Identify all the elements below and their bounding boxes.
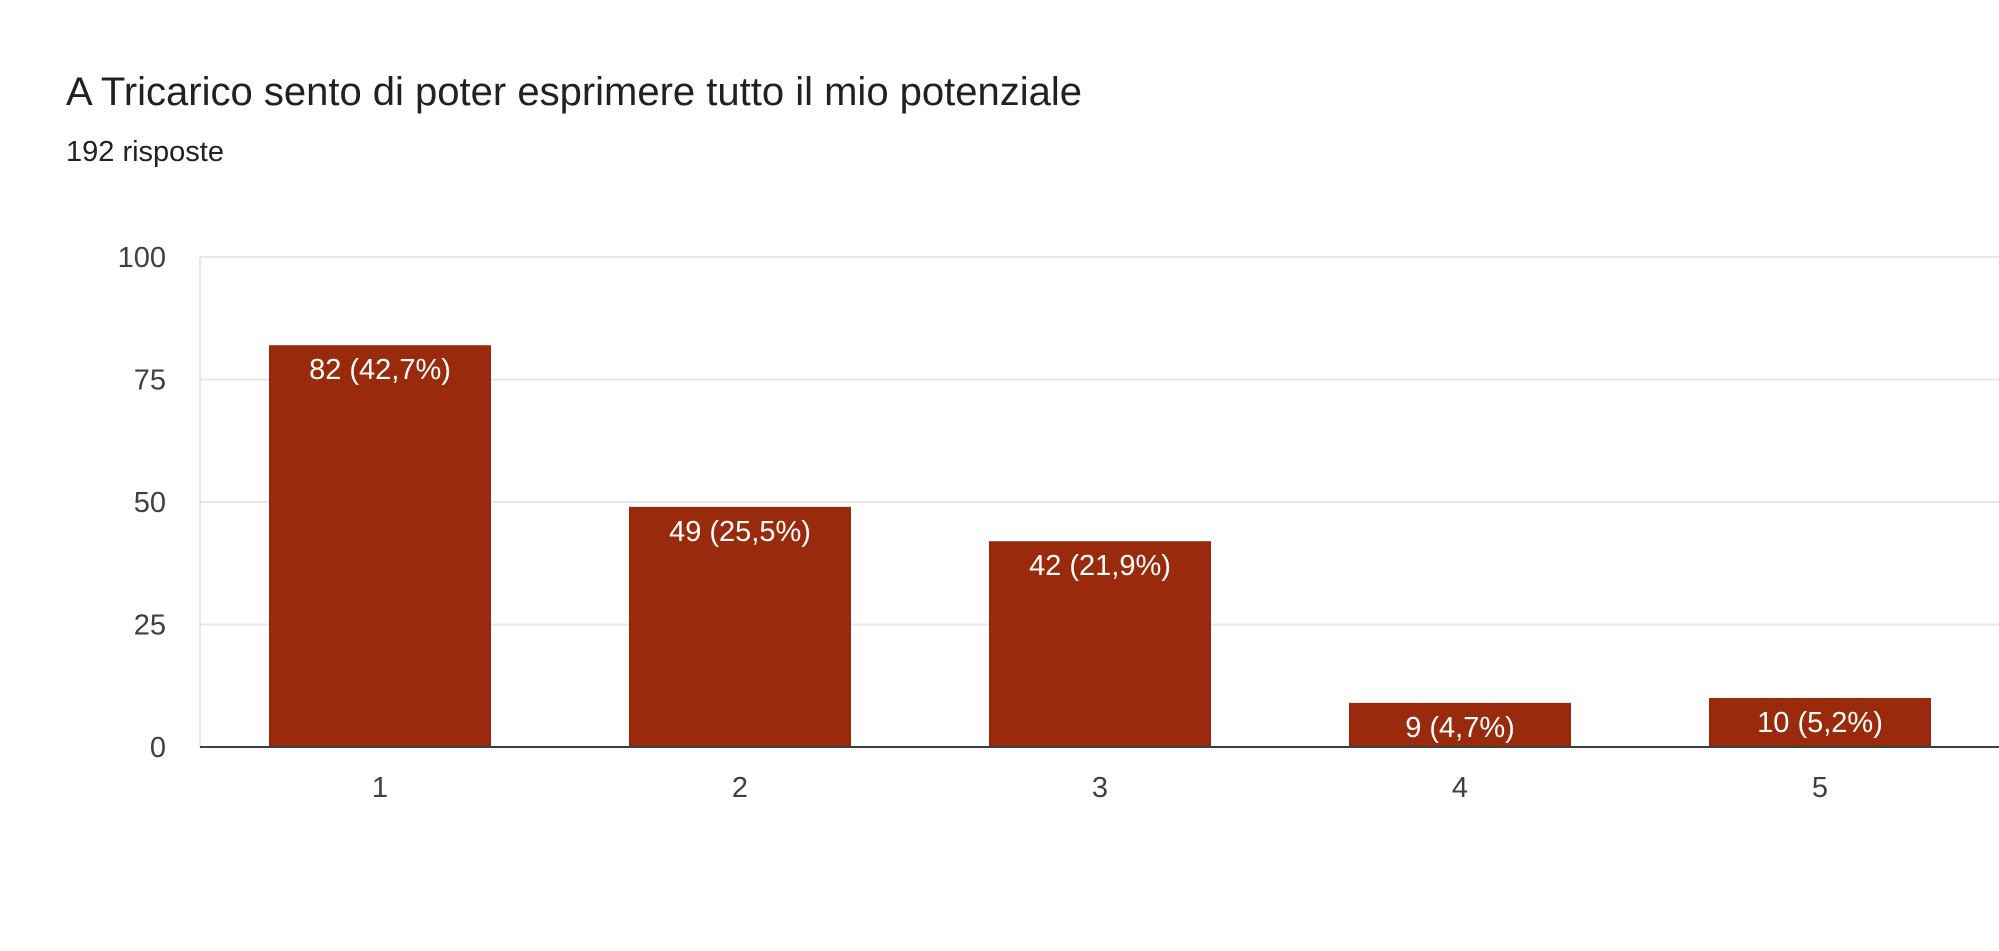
- x-tick-label: 3: [1092, 772, 1108, 804]
- x-tick-label: 2: [732, 772, 748, 804]
- x-axis-ticks: 1 2 3 4 5: [372, 772, 1828, 804]
- bars: 82 (42,7%) 49 (25,5%) 42 (21,9%) 9 (4,7%) 10…: [269, 345, 1931, 747]
- y-tick-label: 25: [134, 610, 166, 642]
- bar-data-label: 42 (21,9%): [1029, 550, 1171, 582]
- bar-data-label: 9 (4,7%): [1405, 712, 1515, 744]
- y-tick-label: 75: [134, 365, 166, 397]
- bar-data-label: 82 (42,7%): [309, 354, 451, 386]
- x-tick-label: 5: [1812, 772, 1828, 804]
- x-tick-label: 4: [1452, 772, 1468, 804]
- x-tick-label: 1: [372, 772, 388, 804]
- bar-data-label: 10 (5,2%): [1757, 707, 1883, 739]
- y-tick-label: 100: [118, 242, 166, 274]
- bar: [629, 506, 851, 747]
- y-tick-label: 50: [134, 487, 166, 519]
- bar: [989, 541, 1211, 747]
- bar: [1349, 702, 1571, 747]
- bar: [1709, 698, 1931, 747]
- response-count: 192 risposte: [66, 136, 224, 168]
- y-axis-ticks: 0 25 50 75 100: [118, 242, 166, 764]
- chart-title: A Tricarico sento di poter esprimere tut…: [66, 70, 1083, 114]
- bar-data-label: 49 (25,5%): [669, 516, 811, 548]
- bar: [269, 345, 491, 747]
- y-tick-label: 0: [150, 732, 166, 764]
